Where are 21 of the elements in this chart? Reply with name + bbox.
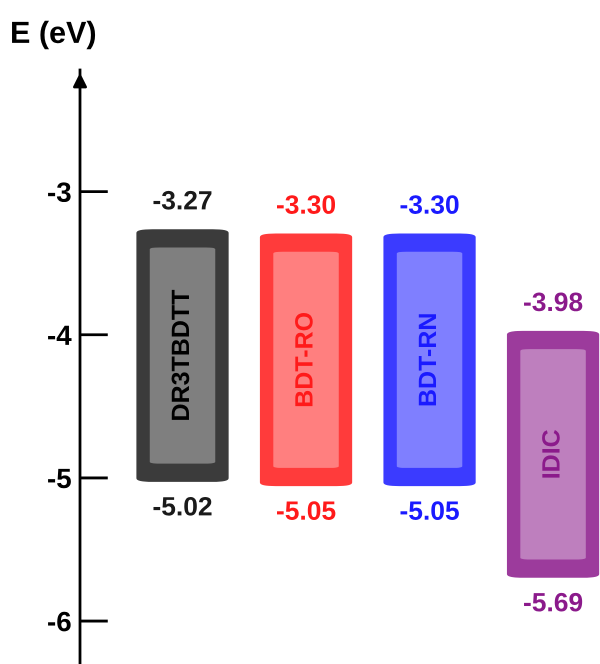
y-tick-label: -6 (48, 612, 71, 632)
annotation: -3.30 (276, 195, 336, 214)
x-tick-label: BDT-RN (418, 314, 436, 406)
x-tick-label: IDIC (542, 430, 560, 478)
bar (383, 234, 476, 486)
annotation: -5.02 (153, 496, 212, 516)
y-tick-label: -3 (48, 182, 71, 202)
annotation: -5.05 (276, 501, 336, 520)
bar (136, 229, 229, 482)
annotation: -3.27 (153, 190, 212, 210)
x-tick-label: BDT-RO (295, 312, 313, 406)
bar (260, 234, 352, 486)
y-tick-label: -5 (48, 468, 71, 488)
annotation: -3.30 (400, 195, 459, 214)
annotation: -5.69 (524, 592, 582, 612)
y-tick-label: -4 (48, 326, 72, 345)
bar (506, 330, 600, 578)
annotation: -3.98 (524, 292, 582, 312)
y-axis-title: E (eV) (12, 20, 96, 50)
annotation: -5.05 (400, 501, 459, 520)
x-tick-label: DR3TBDTT (172, 290, 190, 420)
